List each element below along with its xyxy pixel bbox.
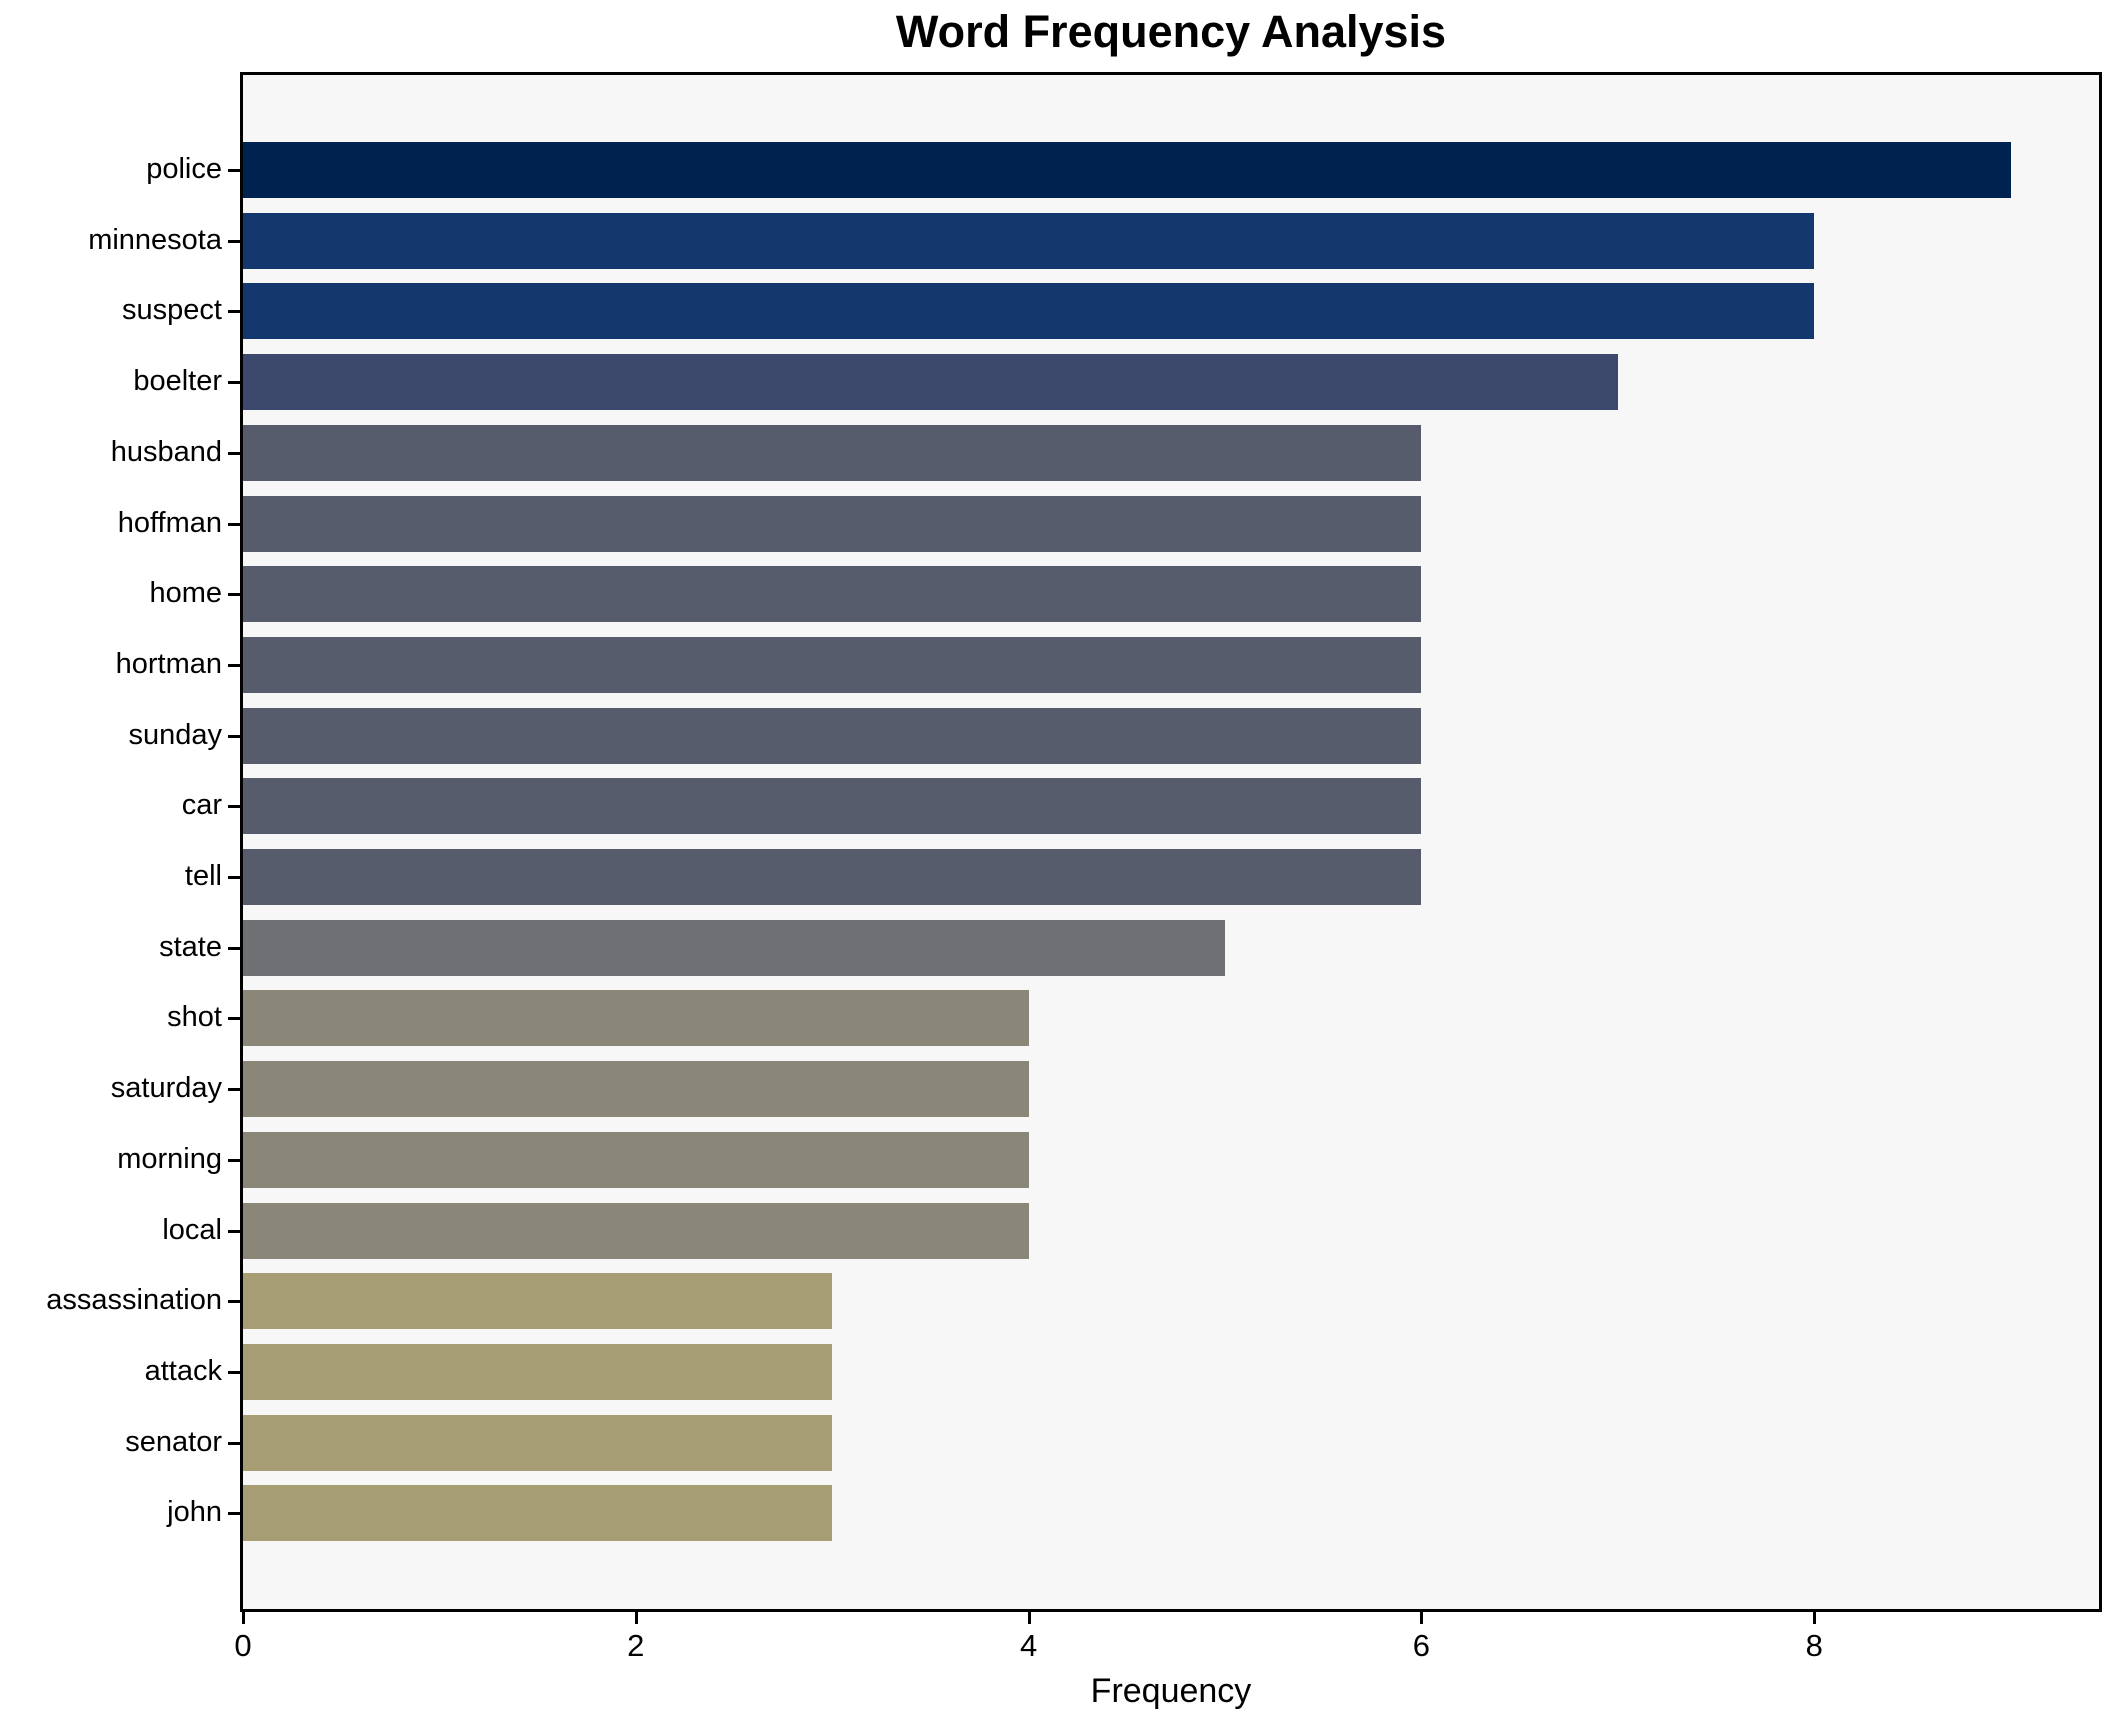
y-tick-mark [228, 1158, 240, 1162]
y-tick-label-car: car [181, 789, 222, 822]
y-tick-label-hortman: hortman [115, 647, 222, 680]
y-tick-label-suspect: suspect [122, 294, 222, 327]
y-tick-mark [228, 1300, 240, 1304]
bar-state [243, 919, 1225, 976]
y-tick-mark [228, 381, 240, 385]
y-tick-label-state: state [159, 930, 222, 963]
x-tick-mark [242, 1612, 245, 1624]
chart-title: Word Frequency Analysis [895, 6, 1447, 57]
y-tick-mark [228, 1370, 240, 1374]
bar-hortman [243, 636, 1422, 693]
y-tick-label-morning: morning [117, 1142, 222, 1175]
y-tick-label-shot: shot [167, 1001, 222, 1034]
y-tick-mark [228, 1017, 240, 1021]
bar-car [243, 778, 1422, 835]
y-tick-mark [228, 805, 240, 809]
y-tick-label-sunday: sunday [128, 718, 222, 751]
x-axis-title: Frequency [1090, 1672, 1252, 1710]
y-tick-label-home: home [149, 577, 222, 610]
y-tick-mark [228, 876, 240, 879]
y-tick-mark [228, 451, 240, 455]
x-tick-label-8: 8 [1805, 1628, 1823, 1663]
y-tick-label-husband: husband [110, 435, 222, 468]
bar-husband [243, 424, 1422, 481]
y-tick-mark [228, 310, 240, 314]
y-tick-mark [228, 239, 240, 243]
bar-shot [243, 990, 1029, 1047]
x-tick-label-4: 4 [1019, 1628, 1038, 1663]
bar-senator [243, 1414, 833, 1471]
y-tick-label-saturday: saturday [110, 1072, 222, 1105]
bar-suspect [243, 283, 1815, 340]
y-tick-mark [228, 1088, 240, 1092]
plot-area [240, 72, 2102, 1612]
y-tick-label-minnesota: minnesota [88, 223, 222, 256]
y-tick-label-assassination: assassination [46, 1284, 222, 1317]
y-tick-label-attack: attack [144, 1354, 222, 1387]
y-tick-label-police: police [146, 153, 222, 185]
y-tick-mark [228, 1441, 240, 1445]
bar-minnesota [243, 212, 1815, 269]
x-tick-mark [1813, 1612, 1817, 1624]
bar-morning [243, 1131, 1029, 1188]
y-tick-label-local: local [162, 1213, 222, 1246]
bar-hoffman [243, 495, 1422, 552]
x-tick-label-6: 6 [1412, 1628, 1431, 1663]
x-tick-mark [1027, 1612, 1031, 1624]
x-tick-mark [1420, 1612, 1424, 1624]
bar-attack [243, 1343, 833, 1400]
y-tick-mark [228, 663, 240, 667]
bar-saturday [243, 1061, 1029, 1118]
bar-sunday [243, 707, 1422, 764]
bar-boelter [243, 354, 1618, 411]
y-tick-mark [228, 593, 240, 597]
y-tick-label-hoffman: hoffman [117, 506, 222, 539]
bar-john [243, 1485, 833, 1542]
y-tick-mark [228, 169, 240, 172]
y-tick-label-john: john [167, 1496, 222, 1529]
x-tick-label-0: 0 [234, 1628, 252, 1663]
bar-police [243, 142, 2011, 198]
y-tick-mark [228, 1512, 240, 1516]
bar-assassination [243, 1273, 833, 1330]
x-tick-label-2: 2 [627, 1628, 645, 1663]
bar-tell [243, 849, 1422, 905]
y-tick-mark [228, 522, 240, 526]
y-tick-mark [228, 946, 240, 950]
y-tick-label-tell: tell [184, 860, 222, 892]
x-tick-mark [634, 1612, 638, 1624]
y-tick-mark [228, 1229, 240, 1233]
y-tick-label-senator: senator [125, 1425, 222, 1458]
y-tick-mark [228, 734, 240, 738]
bar-home [243, 566, 1422, 623]
y-tick-label-boelter: boelter [133, 365, 222, 398]
bar-local [243, 1202, 1029, 1259]
